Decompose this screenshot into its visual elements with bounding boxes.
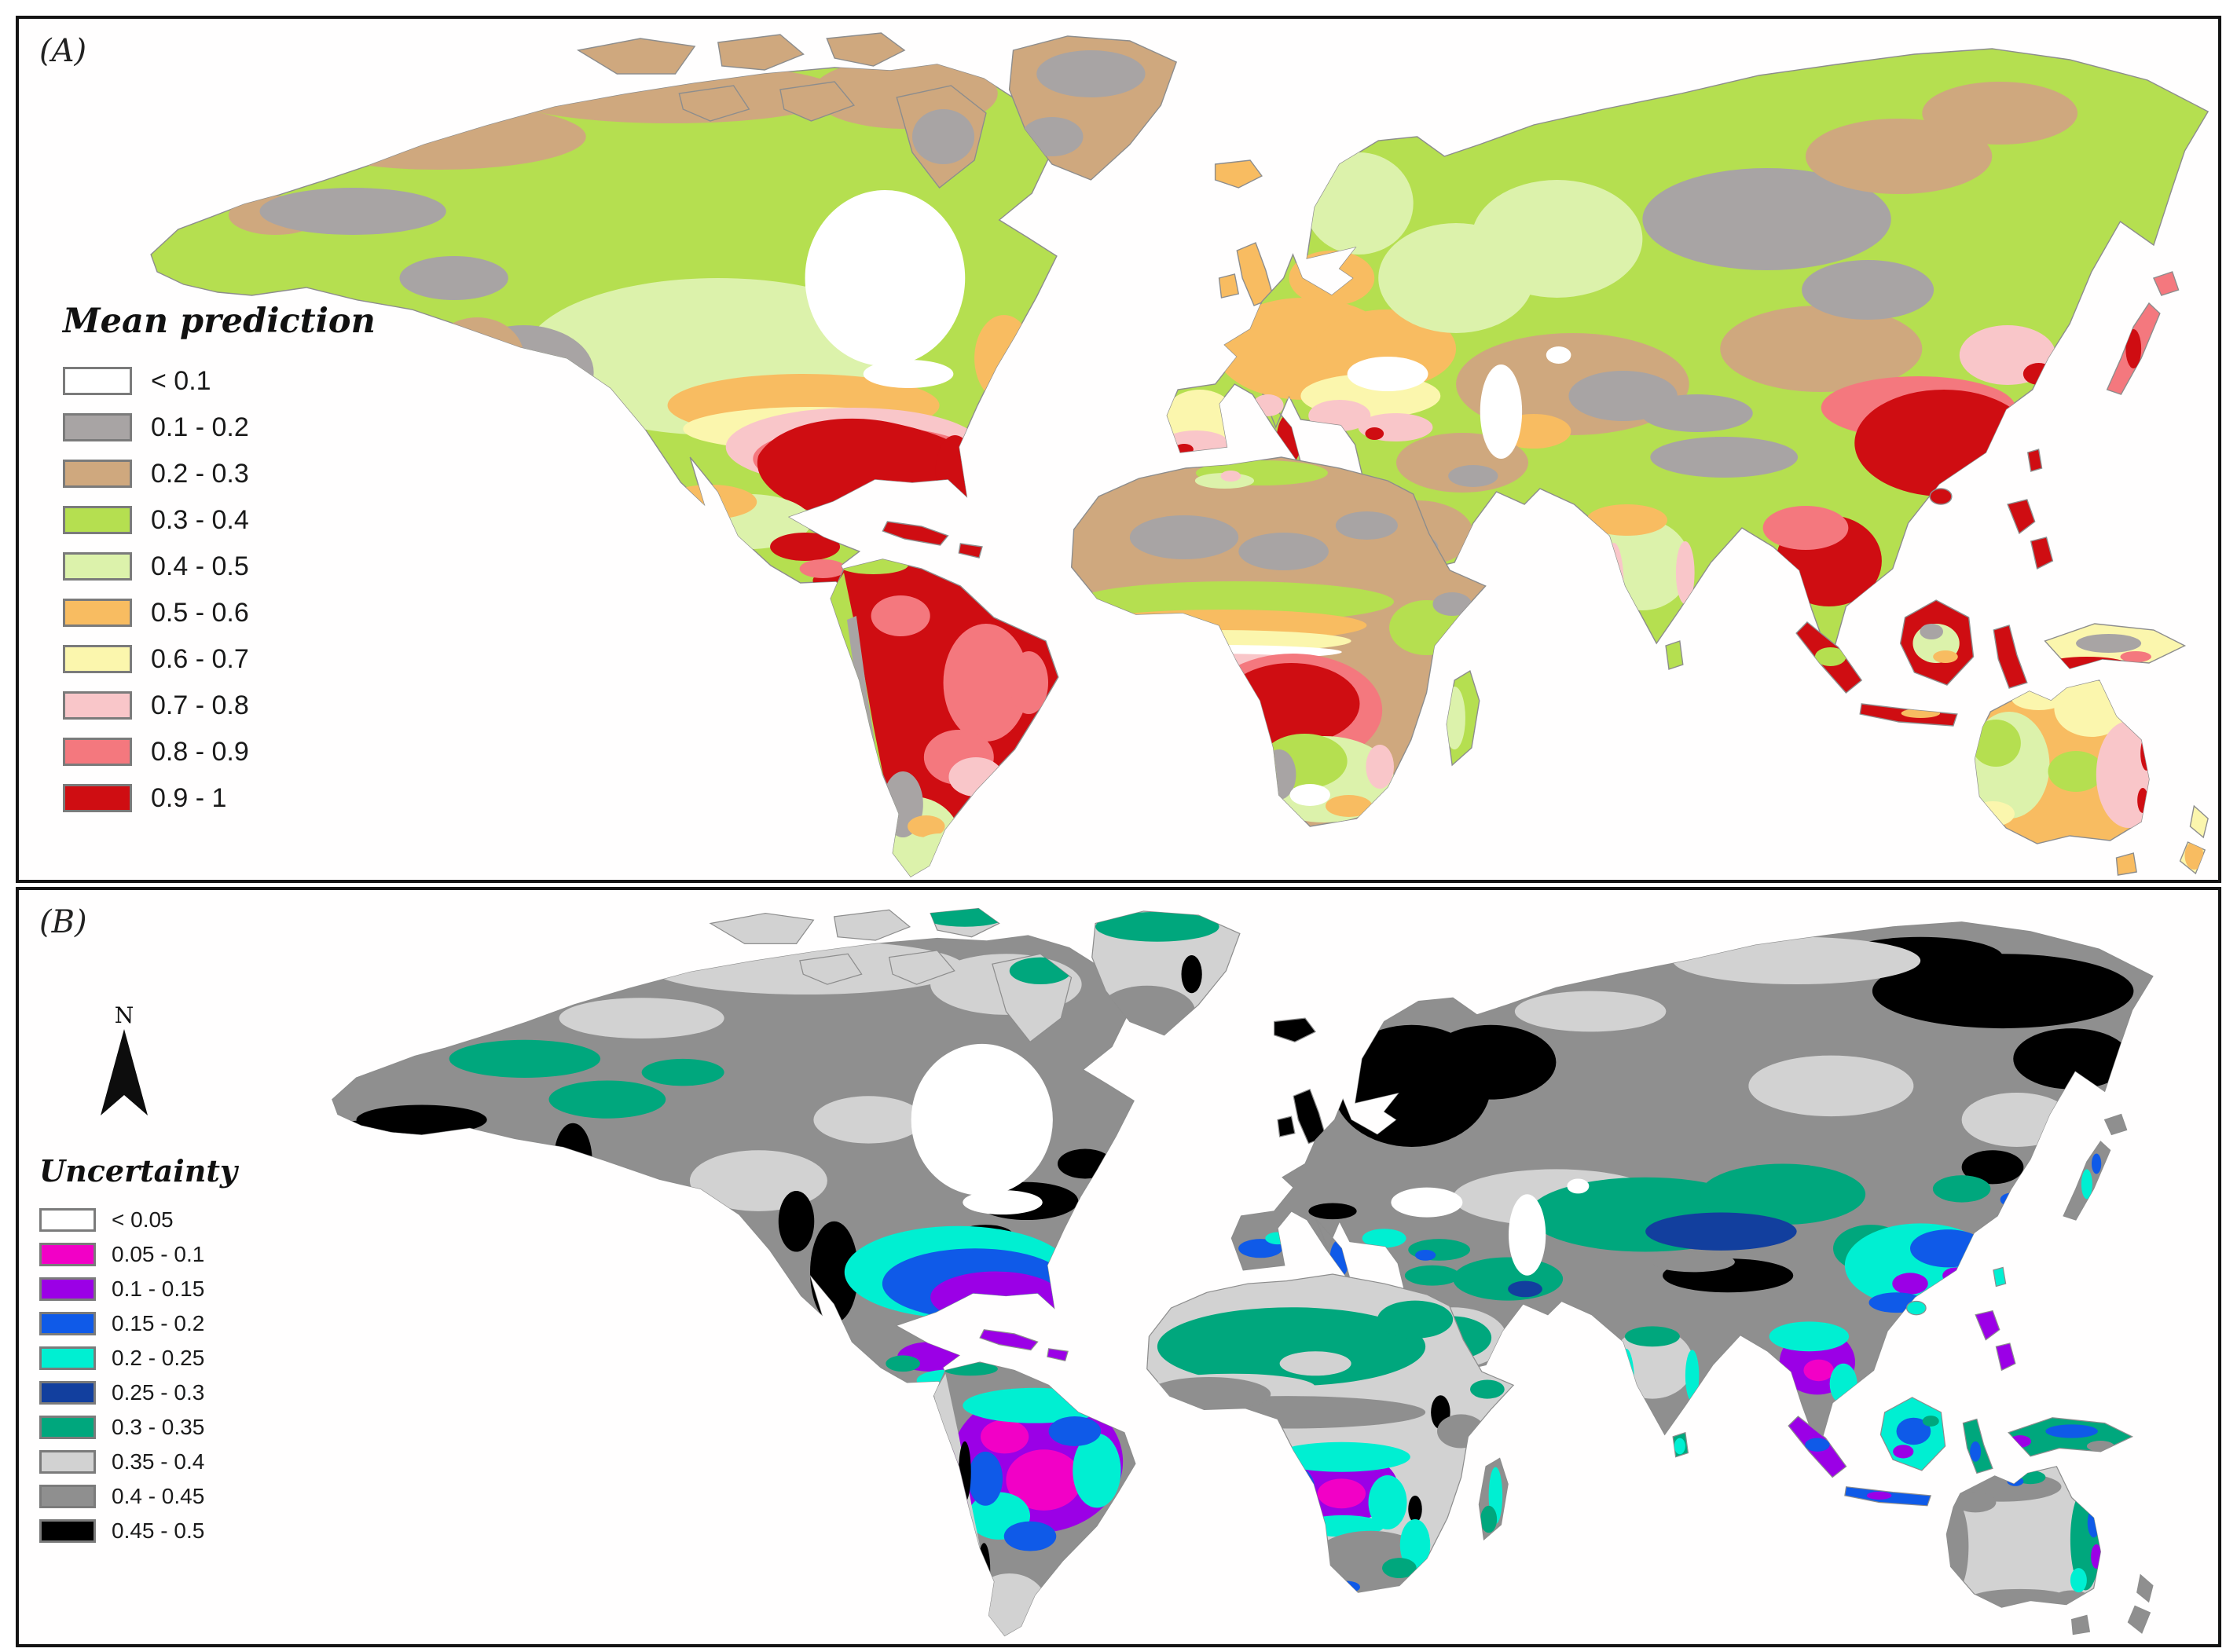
legend-b-title: Uncertainty (39, 1153, 237, 1189)
panel-a-mean-prediction: (A) Mean prediction < 0.1 0.1 - 0.2 0.2 … (16, 16, 2221, 883)
legend-swatch (63, 506, 132, 534)
legend-label: 0.1 - 0.15 (112, 1277, 205, 1301)
legend-row: 0.6 - 0.7 (63, 643, 376, 676)
north-arrow: N (93, 1004, 156, 1123)
legend-label: 0.5 - 0.6 (151, 597, 249, 628)
legend-swatch (63, 738, 132, 766)
legend-label: 0.2 - 0.3 (151, 458, 249, 489)
legend-swatch (39, 1312, 96, 1335)
legend-swatch (63, 691, 132, 720)
legend-label: 0.7 - 0.8 (151, 690, 249, 720)
legend-label: 0.2 - 0.25 (112, 1346, 205, 1370)
legend-swatch (63, 413, 132, 441)
legend-label: 0.4 - 0.5 (151, 551, 249, 581)
legend-swatch (63, 367, 132, 395)
legend-swatch (39, 1346, 96, 1370)
legend-row: 0.3 - 0.4 (63, 504, 376, 537)
legend-label: 0.25 - 0.3 (112, 1380, 205, 1405)
panel-a-label: (A) (39, 33, 87, 69)
legend-row: < 0.05 (39, 1206, 237, 1234)
legend-label: < 0.05 (112, 1207, 174, 1232)
legend-row: 0.35 - 0.4 (39, 1448, 237, 1476)
panel-b-label: (B) (39, 904, 87, 940)
legend-mean-prediction: Mean prediction < 0.1 0.1 - 0.2 0.2 - 0.… (63, 302, 376, 828)
legend-label: 0.6 - 0.7 (151, 643, 249, 674)
legend-swatch (39, 1277, 96, 1301)
legend-row: 0.9 - 1 (63, 782, 376, 815)
legend-swatch (63, 552, 132, 581)
legend-a-title: Mean prediction (63, 302, 376, 341)
legend-label: 0.3 - 0.4 (151, 504, 249, 535)
legend-label: 0.8 - 0.9 (151, 736, 249, 767)
legend-row: 0.45 - 0.5 (39, 1517, 237, 1545)
north-label: N (114, 1002, 134, 1028)
legend-row: 0.2 - 0.25 (39, 1344, 237, 1372)
legend-swatch (39, 1450, 96, 1474)
world-map-mean-prediction (150, 32, 2209, 877)
legend-label: 0.05 - 0.1 (112, 1242, 205, 1266)
legend-label: 0.1 - 0.2 (151, 412, 249, 442)
legend-swatch (39, 1243, 96, 1266)
north-arrow-icon (101, 1029, 148, 1115)
legend-row: 0.05 - 0.1 (39, 1240, 237, 1269)
legend-label: 0.9 - 1 (151, 782, 227, 813)
legend-swatch (39, 1519, 96, 1543)
legend-label: 0.3 - 0.35 (112, 1415, 205, 1439)
legend-row: 0.1 - 0.2 (63, 411, 376, 444)
legend-label: 0.35 - 0.4 (112, 1449, 205, 1474)
legend-uncertainty: Uncertainty < 0.05 0.05 - 0.1 0.1 - 0.15… (39, 1153, 237, 1551)
legend-row: 0.5 - 0.6 (63, 596, 376, 629)
legend-swatch (63, 645, 132, 673)
legend-row: < 0.1 (63, 364, 376, 397)
legend-swatch (39, 1208, 96, 1232)
legend-row: 0.15 - 0.2 (39, 1310, 237, 1338)
legend-swatch (63, 784, 132, 812)
legend-row: 0.8 - 0.9 (63, 735, 376, 768)
legend-swatch (39, 1485, 96, 1508)
legend-swatch (63, 460, 132, 488)
legend-row: 0.1 - 0.15 (39, 1275, 237, 1303)
legend-row: 0.2 - 0.3 (63, 457, 376, 490)
legend-swatch (63, 599, 132, 627)
legend-swatch (39, 1416, 96, 1439)
legend-row: 0.3 - 0.35 (39, 1413, 237, 1441)
legend-label: 0.45 - 0.5 (112, 1518, 205, 1543)
legend-row: 0.4 - 0.45 (39, 1482, 237, 1511)
legend-label: 0.15 - 0.2 (112, 1311, 205, 1335)
legend-swatch (39, 1381, 96, 1405)
world-map-uncertainty (332, 907, 2154, 1637)
panel-b-uncertainty: (B) (16, 887, 2221, 1647)
legend-label: < 0.1 (151, 365, 211, 396)
legend-row: 0.25 - 0.3 (39, 1379, 237, 1407)
legend-label: 0.4 - 0.45 (112, 1484, 205, 1508)
legend-row: 0.7 - 0.8 (63, 689, 376, 722)
legend-row: 0.4 - 0.5 (63, 550, 376, 583)
